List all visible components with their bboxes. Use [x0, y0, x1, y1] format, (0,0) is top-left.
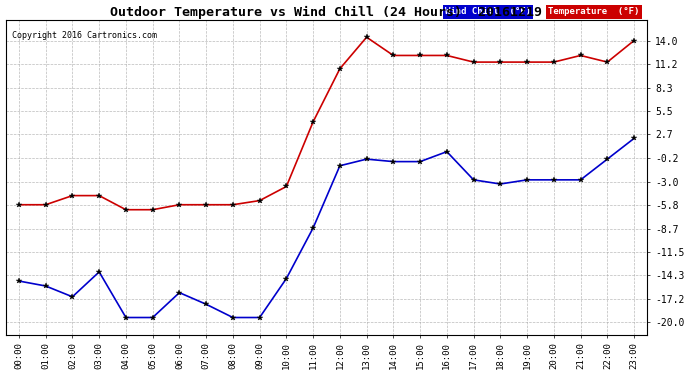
Text: Copyright 2016 Cartronics.com: Copyright 2016 Cartronics.com: [12, 31, 157, 40]
Text: Temperature  (°F): Temperature (°F): [548, 8, 640, 16]
Title: Outdoor Temperature vs Wind Chill (24 Hours)  20161219: Outdoor Temperature vs Wind Chill (24 Ho…: [110, 6, 542, 19]
Text: Wind Chill  (°F): Wind Chill (°F): [445, 8, 531, 16]
